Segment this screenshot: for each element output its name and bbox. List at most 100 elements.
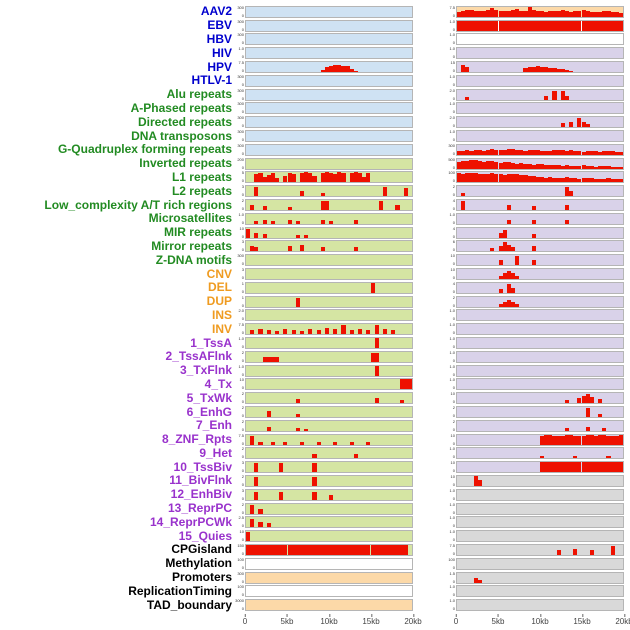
- signal-bar: [246, 544, 251, 555]
- signal-bar: [391, 330, 396, 335]
- y-zero-label: 0: [452, 399, 455, 405]
- signal-bar: [618, 151, 623, 155]
- signal-bar: [544, 67, 549, 73]
- y-max-label: 500: [448, 156, 455, 162]
- signal-bar: [523, 20, 528, 31]
- track-plot-right: [456, 116, 624, 129]
- signal-bar: [465, 10, 470, 17]
- signal-bar: [250, 544, 255, 555]
- signal-bar: [337, 172, 342, 183]
- track-row: 6_EnhG 2 0 2 0: [0, 405, 630, 419]
- track-plot-left: [245, 571, 413, 584]
- y-zero-label: 0: [452, 440, 455, 446]
- signal-bar: [370, 282, 375, 293]
- signal-bar: [556, 20, 561, 31]
- y-zero-label: 0: [452, 592, 455, 598]
- column-gap: [413, 53, 443, 54]
- signal-bar: [535, 164, 540, 169]
- signal-bar: [519, 163, 524, 169]
- signal-bar: [316, 544, 321, 555]
- y-zero-label: 0: [241, 399, 244, 405]
- signal-bar: [498, 162, 503, 169]
- track-plot-right: [456, 406, 624, 418]
- row-label: ReplicationTiming: [128, 583, 232, 598]
- track-plot-left: [245, 116, 413, 129]
- signal-bar: [502, 273, 507, 280]
- column-gap: [413, 108, 443, 109]
- signal-bar: [573, 455, 578, 459]
- signal-bar: [358, 544, 363, 555]
- y-zero-label: 0: [241, 150, 244, 156]
- signal-bar: [287, 173, 292, 183]
- track-row: 12_EnhBiv 3 0 1.0 0: [0, 488, 630, 502]
- y-zero-label: 0: [452, 206, 455, 212]
- track-plot-right: [456, 502, 624, 515]
- x-axis-row: 0 5kb 10kb 15kb 20kb 0 5kb 10kb 15kb 20k…: [0, 612, 630, 630]
- signal-bar: [577, 436, 582, 445]
- signal-bar: [246, 532, 251, 542]
- track-row: AAV2 300 0 7.5 0: [0, 5, 630, 19]
- signal-bar: [577, 178, 582, 183]
- signal-bar: [382, 187, 388, 197]
- signal-bar: [610, 11, 615, 17]
- signal-bar: [341, 325, 346, 335]
- y-zero-label: 0: [241, 219, 244, 225]
- signal-bar: [374, 365, 379, 376]
- signal-bar: [598, 414, 603, 417]
- y-zero-label: 0: [452, 26, 455, 32]
- x-tick-label: 5kb: [280, 614, 294, 627]
- signal-bar: [602, 20, 607, 31]
- y-max-label: 2.5: [238, 515, 244, 521]
- signal-bar: [498, 20, 503, 31]
- signal-bar: [589, 11, 594, 17]
- x-tick-label: 10kb: [531, 614, 549, 627]
- y-zero-label: 0: [241, 164, 244, 170]
- column-gap: [413, 287, 443, 288]
- signal-bar: [531, 20, 536, 31]
- signal-bar: [589, 20, 594, 31]
- signal-bar: [324, 544, 329, 555]
- track-plot-right: [456, 199, 624, 212]
- y-zero-label: 0: [241, 385, 244, 391]
- y-zero-label: 0: [241, 509, 244, 515]
- signal-bar: [581, 462, 586, 473]
- row-label: 3_TxFlnk: [179, 363, 232, 378]
- signal-bar: [358, 329, 363, 335]
- y-max-label: 7.5: [449, 4, 455, 10]
- y-max-label: 2: [452, 294, 455, 300]
- signal-bar: [461, 193, 466, 197]
- y-zero-label: 0: [452, 95, 455, 101]
- track-plot-right: [456, 88, 624, 101]
- y-axis: 7.5 0: [443, 543, 456, 556]
- signal-bar: [370, 352, 375, 362]
- y-zero-label: 0: [241, 247, 244, 253]
- signal-bar: [564, 70, 570, 73]
- signal-bar: [353, 172, 359, 183]
- signal-bar: [552, 150, 557, 155]
- x-tick-label: 0: [242, 614, 248, 627]
- y-zero-label: 0: [452, 316, 455, 322]
- signal-bar: [510, 247, 516, 252]
- signal-bar: [457, 151, 462, 155]
- column-gap: [413, 246, 443, 247]
- signal-bar: [614, 20, 619, 31]
- y-axis: 100 0: [232, 557, 245, 570]
- signal-bar: [250, 205, 255, 211]
- signal-bar: [548, 11, 553, 17]
- signal-bar: [519, 174, 524, 183]
- signal-bar: [270, 356, 276, 362]
- row-label: Alu repeats: [166, 87, 232, 102]
- y-zero-label: 0: [452, 178, 455, 184]
- track-row: DEL 1 0 4 0: [0, 281, 630, 295]
- signal-bar: [291, 330, 296, 335]
- signal-bar: [606, 150, 611, 155]
- track-row: 14_ReprPCWk 2.5 0 1.0 0: [0, 515, 630, 529]
- track-plot-left: [245, 433, 413, 446]
- y-axis: 500 0: [443, 156, 456, 170]
- y-axis: 2.0 0: [232, 309, 245, 321]
- signal-bar: [477, 160, 482, 169]
- y-max-label: 2: [241, 198, 244, 204]
- y-max-label: 2: [241, 418, 244, 424]
